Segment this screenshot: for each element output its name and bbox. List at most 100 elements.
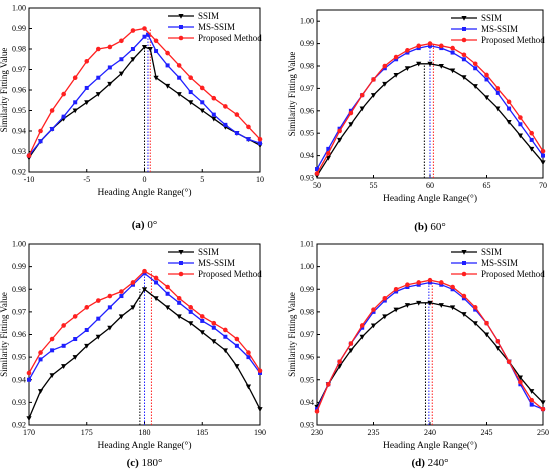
y-tick-label: 0.96 [12,330,26,339]
data-point [472,321,478,326]
data-point [506,99,512,105]
y-tick-label: 1.00 [300,262,314,271]
x-tick-label: 230 [311,428,323,437]
data-point [404,303,410,308]
legend-label: SSIM [481,247,502,257]
data-point [257,407,263,412]
data-point [382,63,388,69]
data-point [461,293,467,299]
caption-label: (c) [127,457,140,469]
panel-caption: (d) 240° [411,457,448,469]
data-point [84,85,89,90]
data-point [416,43,422,49]
y-tick-label: 0.93 [12,398,26,407]
legend-label: MS-SSIM [198,258,235,268]
series-line-0 [316,302,544,408]
data-point [506,120,512,125]
y-tick-label: 0.99 [300,285,314,294]
y-tick-label: 0.99 [12,262,26,271]
legend-marker [462,27,466,31]
legend-label: SSIM [198,247,219,257]
data-point [176,63,182,68]
data-point [461,57,466,62]
y-axis-label: Similarity Fitting Value [287,292,297,377]
legend-label: Proposed Method [481,35,545,45]
y-tick-label: 1.01 [300,240,314,249]
data-point [141,287,148,293]
legend-marker [178,250,184,255]
data-point [473,66,478,71]
data-point [199,314,205,319]
data-point [200,318,205,323]
data-point [223,327,228,333]
data-point [337,128,342,134]
data-point [461,52,467,58]
data-point [61,364,67,369]
data-point [130,57,136,63]
data-point [540,160,546,166]
data-point [84,59,90,64]
caption-text: 240° [425,457,449,469]
data-point [529,397,534,403]
data-point [495,86,501,91]
data-point [461,312,467,317]
x-tick-label: -5 [83,175,90,184]
data-point [495,90,500,95]
y-tick-label: 0.99 [12,24,26,33]
legend-marker [178,35,184,41]
y-tick-label: 0.99 [300,39,314,48]
data-point [223,104,228,109]
data-point [382,314,388,320]
panel-caption: (c) 180° [127,457,163,469]
data-point [326,381,331,387]
data-point [529,402,534,407]
data-point [359,323,365,328]
legend-marker [178,14,184,19]
data-point [38,350,43,355]
y-tick-label: 0.98 [12,45,26,54]
y-tick-label: 0.94 [12,127,26,136]
legend-label: Proposed Method [198,269,262,279]
data-point [450,305,456,311]
data-point [529,137,534,142]
data-point [107,305,112,310]
legend-label: Proposed Method [198,33,262,43]
y-tick-label: 1.00 [12,240,26,249]
data-point [257,136,263,142]
legend-marker [461,250,467,255]
data-point [73,337,78,342]
data-point [405,48,410,53]
x-tick-label: 175 [81,428,93,437]
data-point [119,38,124,44]
chart-panel-2: 0.92 0.93 0.94 0.95 0.96 0.97 0.98 0.99 1.00 170 1… [0,240,266,470]
x-tick-label: 10 [256,175,264,184]
data-point [348,110,354,116]
data-point [147,47,153,52]
data-point [416,61,422,67]
data-point [96,46,101,52]
data-point [119,289,124,294]
data-point [130,305,136,311]
data-point [517,133,523,139]
legend-marker [461,16,467,21]
data-point [211,95,217,101]
data-point [348,341,354,346]
x-tick-label: 235 [368,428,380,437]
y-tick-label: 0.94 [12,375,26,384]
data-point [246,137,251,142]
data-point [483,95,490,101]
data-point [450,284,455,290]
x-tick-label: 55 [370,181,378,190]
x-tick-label: 65 [483,181,491,190]
y-tick-label: 0.93 [12,147,26,156]
data-point [153,38,159,44]
data-point [438,64,444,69]
data-point [518,379,523,385]
data-point [540,400,546,406]
data-point [472,61,478,67]
data-point [450,50,455,55]
data-point [382,81,388,87]
data-point [461,75,467,80]
x-tick-label: 5 [200,175,204,184]
data-point [404,66,410,72]
